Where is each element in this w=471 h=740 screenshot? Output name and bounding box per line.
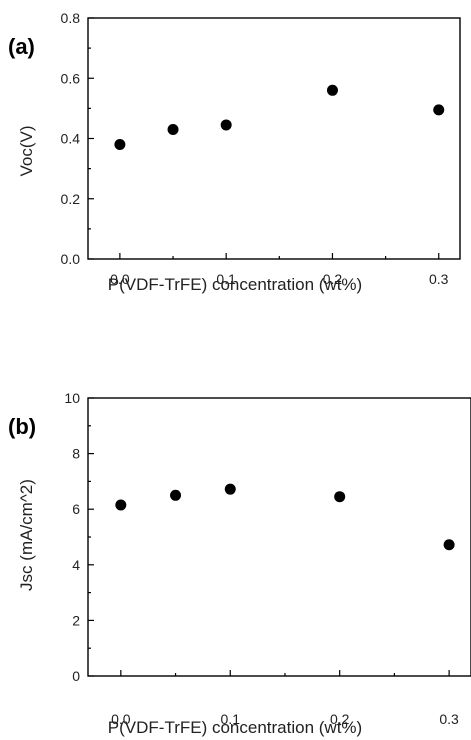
y-tick-label-a: 0.0 xyxy=(61,251,81,267)
y-tick-label-a: 0.2 xyxy=(61,191,81,207)
data-point-a xyxy=(433,104,445,116)
y-tick-label-b: 10 xyxy=(64,390,80,406)
marks-b: 0.0 0.1 0.2 0.3 0 2 4 6 8 10 xyxy=(64,390,459,727)
data-point-b xyxy=(170,489,182,501)
data-point-b xyxy=(224,483,236,495)
data-point-a xyxy=(326,84,338,96)
chart-panel-b: (b) Jsc (mA/cm^2) P(VDF-TrFE) concentrat… xyxy=(8,390,471,737)
marks-a: 0.0 0.1 0.2 0.3 0.0 0.2 0.4 0.6 0.8 xyxy=(61,10,449,287)
x-axis-title-a: P(VDF-TrFE) concentration (wt%) xyxy=(108,275,362,294)
y-tick-label-b: 6 xyxy=(72,501,80,517)
y-tick-label-a: 0.8 xyxy=(61,10,81,26)
y-tick-label-a: 0.6 xyxy=(61,70,81,86)
data-point-b xyxy=(334,491,346,503)
x-tick-label-b: 0.0 xyxy=(111,711,131,727)
data-point-a xyxy=(167,123,179,135)
x-tick-label-b: 0.1 xyxy=(221,711,241,727)
y-tick-label-a: 0.4 xyxy=(61,131,81,147)
plot-frame-b xyxy=(87,397,471,677)
x-tick-label-b: 0.2 xyxy=(330,711,350,727)
data-point-b xyxy=(115,499,127,511)
x-tick-label-a: 0.1 xyxy=(216,271,236,287)
y-axis-title-a: Voc(V) xyxy=(17,125,36,176)
chart-panel-a: (a) Voc(V) P(VDF-TrFE) concentration (wt… xyxy=(8,10,461,294)
data-point-b xyxy=(443,539,455,551)
y-tick-label-b: 2 xyxy=(72,612,80,628)
x-tick-label-a: 0.2 xyxy=(323,271,343,287)
panel-label-b: (b) xyxy=(8,414,36,439)
panel-label-a: (a) xyxy=(8,34,35,59)
data-point-a xyxy=(220,119,232,131)
y-tick-label-b: 8 xyxy=(72,446,80,462)
x-tick-label-b: 0.3 xyxy=(439,711,459,727)
y-tick-label-b: 0 xyxy=(72,668,80,684)
x-tick-label-a: 0.3 xyxy=(429,271,449,287)
y-axis-title-b: Jsc (mA/cm^2) xyxy=(17,479,36,591)
y-tick-label-b: 4 xyxy=(72,557,80,573)
x-axis-title-b: P(VDF-TrFE) concentration (wt%) xyxy=(108,718,362,737)
data-point-a xyxy=(114,139,126,151)
plot-frame-a xyxy=(87,17,461,260)
x-tick-label-a: 0.0 xyxy=(110,271,130,287)
